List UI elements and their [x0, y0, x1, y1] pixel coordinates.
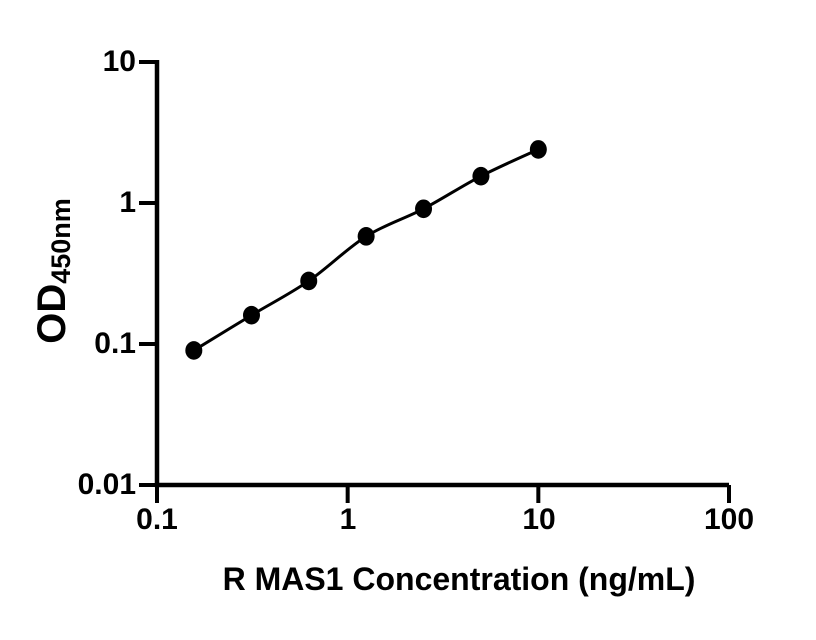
data-point: [472, 166, 490, 186]
y-tick-label: 0.1: [94, 327, 136, 360]
x-tick-label: 1: [339, 503, 357, 536]
y-tick-label: 0.01: [77, 468, 136, 501]
x-axis-title: R MAS1 Concentration (ng/mL): [222, 561, 696, 597]
data-point: [357, 227, 375, 246]
y-tick-label: 1: [119, 186, 136, 219]
axis-spine: [154, 60, 729, 488]
data-point: [242, 305, 260, 325]
data-point: [415, 199, 433, 219]
x-tick-label: 100: [703, 503, 755, 536]
y-tick-label: 10: [102, 45, 136, 78]
data-point: [529, 140, 547, 159]
data-point: [300, 271, 318, 291]
x-tick-label: 0.1: [136, 503, 178, 536]
x-tick-label: 10: [522, 503, 556, 536]
data-point: [185, 341, 203, 360]
